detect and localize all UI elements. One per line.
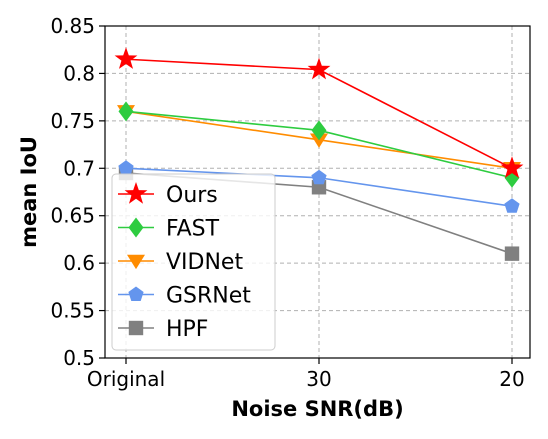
legend-marker xyxy=(127,254,145,270)
legend: Ours FAST VIDNet GSRNet HPF xyxy=(111,173,276,351)
data-point xyxy=(114,47,138,69)
y-tick-label: 0.8 xyxy=(63,61,95,85)
legend-entry-fast: FAST xyxy=(118,217,220,242)
y-axis-ticks: 0.5 0.55 0.6 0.65 0.7 0.75 0.8 0.85 xyxy=(50,14,105,370)
data-point xyxy=(311,120,327,141)
legend-marker xyxy=(128,286,144,301)
x-tick-label: Original xyxy=(87,367,165,391)
legend-entry-ours: Ours xyxy=(118,182,218,208)
data-point xyxy=(500,156,524,178)
y-tick-label: 0.65 xyxy=(50,204,95,228)
legend-marker xyxy=(124,182,148,204)
series-ours xyxy=(114,47,524,178)
y-tick-label: 0.55 xyxy=(50,299,95,323)
data-point xyxy=(307,57,331,80)
data-point xyxy=(118,160,134,175)
x-tick-label: 20 xyxy=(499,367,524,391)
data-point xyxy=(504,246,520,261)
y-tick-label: 0.75 xyxy=(50,109,95,133)
legend-label: Ours xyxy=(166,183,218,208)
data-point xyxy=(310,133,328,148)
legend-entry-gsrnet: GSRNet xyxy=(118,284,251,309)
legend-entry-hpf: HPF xyxy=(118,317,208,342)
y-tick-label: 0.6 xyxy=(63,251,95,275)
y-tick-label: 0.7 xyxy=(63,156,95,180)
data-point xyxy=(311,169,327,185)
x-tick-label: 30 xyxy=(306,367,331,391)
series-gsrnet xyxy=(118,160,520,213)
legend-marker xyxy=(128,217,144,238)
data-point xyxy=(504,198,520,213)
legend-marker xyxy=(128,320,144,336)
legend-label: VIDNet xyxy=(166,250,243,275)
y-axis-title: mean IoU xyxy=(17,136,41,248)
legend-label: GSRNet xyxy=(166,284,251,309)
plot-frame xyxy=(104,25,531,359)
data-point xyxy=(118,101,134,122)
y-tick-label: 0.5 xyxy=(63,346,95,370)
series-layer xyxy=(114,47,524,261)
legend-label: FAST xyxy=(166,217,220,242)
legend-label: HPF xyxy=(166,317,208,342)
legend-box xyxy=(111,173,276,351)
legend-entry-vidnet: VIDNet xyxy=(118,250,243,275)
x-axis-ticks: Original 30 20 xyxy=(87,358,525,391)
x-axis-title: Noise SNR(dB) xyxy=(231,397,403,421)
y-tick-label: 0.85 xyxy=(50,14,95,38)
